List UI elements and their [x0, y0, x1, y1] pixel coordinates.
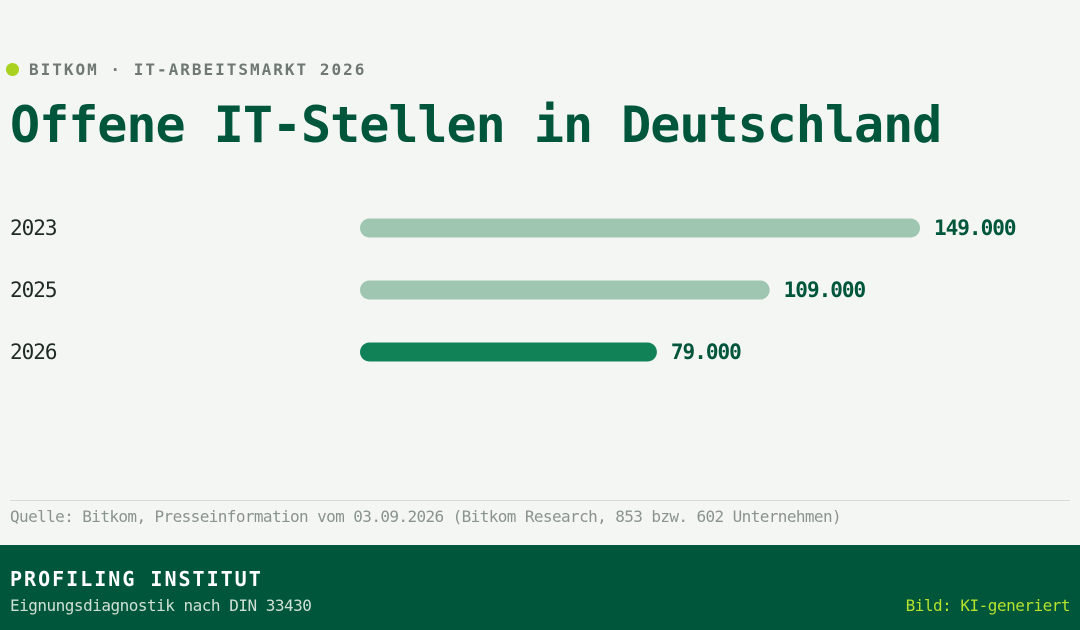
- image-credit: Bild: KI-generiert: [905, 596, 1071, 615]
- brand-tagline: Eignungsdiagnostik nach DIN 33430: [10, 596, 312, 615]
- category-label: 2023: [10, 216, 57, 240]
- bar-chart: 2023 149.000 2025 109.000 2026 79.000: [10, 216, 1017, 364]
- brand-name: PROFILING INSTITUT: [10, 567, 263, 591]
- category-label: 2026: [10, 340, 57, 364]
- bar-2025: [360, 280, 770, 300]
- source-note: Quelle: Bitkom, Presseinformation vom 03…: [10, 507, 842, 526]
- value-label: 109.000: [784, 278, 866, 302]
- bar-2026: [360, 342, 657, 362]
- accent-dot-icon: [6, 63, 19, 76]
- chart-title: Offene IT-Stellen in Deutschland: [10, 96, 942, 154]
- category-label: 2025: [10, 278, 57, 302]
- bar-2023: [360, 218, 920, 238]
- kicker-text: BITKOM · IT-ARBEITSMARKT 2026: [29, 60, 367, 79]
- footer: PROFILING INSTITUT Eignungsdiagnostik na…: [0, 545, 1080, 630]
- value-label: 79.000: [671, 340, 741, 364]
- value-label: 149.000: [934, 216, 1016, 240]
- kicker: BITKOM · IT-ARBEITSMARKT 2026: [6, 60, 366, 79]
- source-divider: [10, 500, 1070, 501]
